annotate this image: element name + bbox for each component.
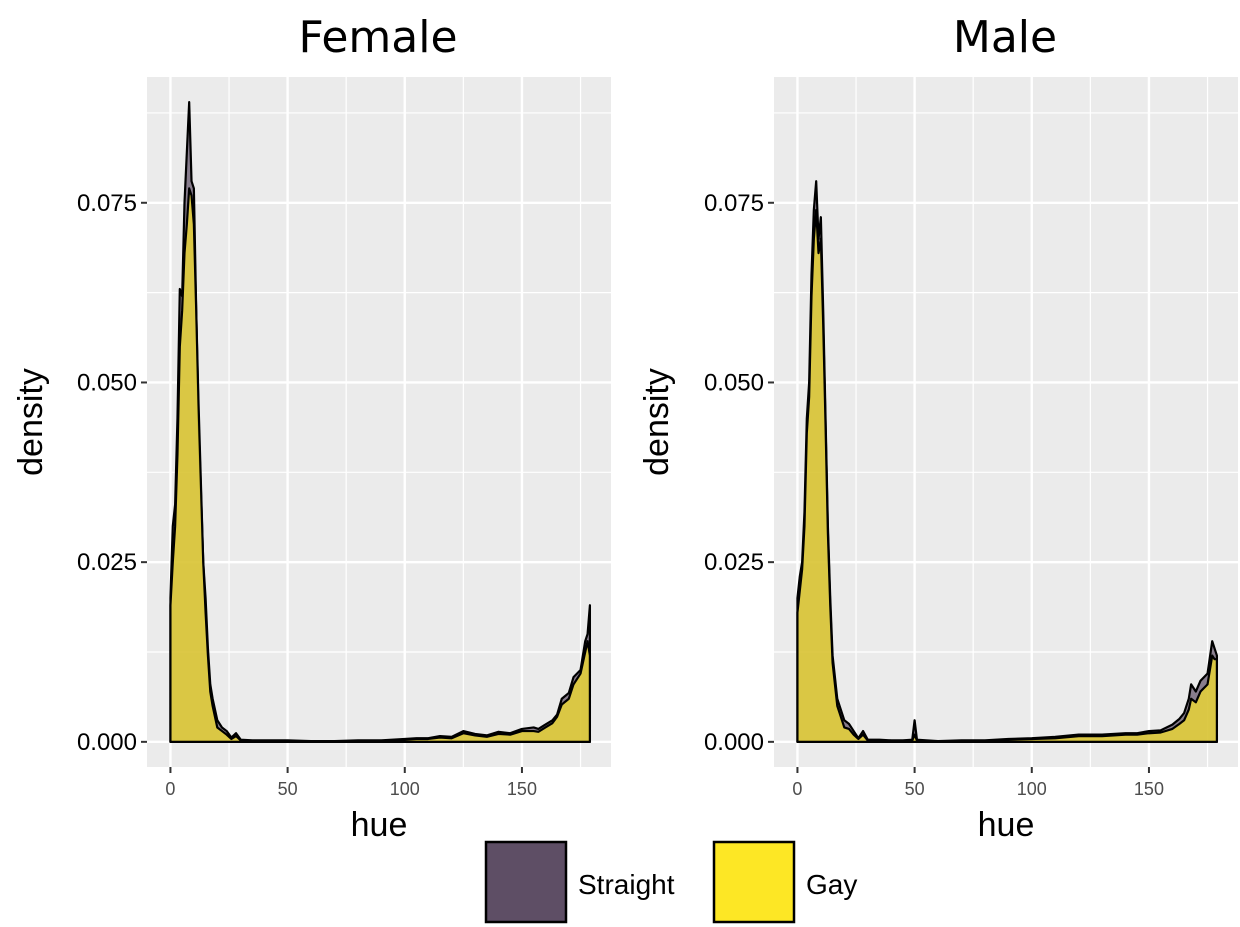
axes-female: 0.000 0.025 0.050 0.075 0 50 100 150 xyxy=(77,190,537,799)
facet-panel-male: Male 0.000 0.025 0.050 0.075 0 50 100 150 hue d… xyxy=(638,12,1238,844)
x-tick-label: 50 xyxy=(278,779,298,799)
y-tick-label: 0.000 xyxy=(77,729,137,756)
x-tick-label: 50 xyxy=(905,779,925,799)
density-area-gay xyxy=(796,208,1219,743)
x-tick-label: 0 xyxy=(792,779,802,799)
facet-title-female: Female xyxy=(298,12,457,63)
legend-key-straight xyxy=(484,840,568,924)
x-tick-label: 150 xyxy=(507,779,537,799)
x-axis-title-female: hue xyxy=(351,806,408,844)
legend-label-gay: Gay xyxy=(806,869,857,900)
facet-panel-female: Female 0.000 0.025 0.050 0.075 0 50 100 150 hue… xyxy=(12,12,611,844)
legend-key-gay xyxy=(712,840,796,924)
facet-title-male: Male xyxy=(953,12,1057,63)
y-tick-label: 0.075 xyxy=(77,190,137,217)
x-axis-title-male: hue xyxy=(978,806,1035,844)
density-areas-male xyxy=(796,180,1219,743)
density-areas-female xyxy=(169,101,592,743)
legend: Straight Gay xyxy=(484,840,857,924)
x-tick-label: 150 xyxy=(1134,779,1164,799)
y-tick-label: 0.050 xyxy=(77,369,137,396)
y-axis-title-female: density xyxy=(12,368,50,476)
panel-background-male xyxy=(774,77,1238,767)
density-area-gay xyxy=(169,187,592,743)
y-tick-label: 0.025 xyxy=(77,549,137,576)
y-tick-label: 0.025 xyxy=(704,549,764,576)
y-tick-label: 0.075 xyxy=(704,190,764,217)
x-tick-label: 100 xyxy=(1017,779,1047,799)
y-tick-label: 0.000 xyxy=(704,729,764,756)
y-axis-title-male: density xyxy=(638,368,676,476)
x-tick-label: 100 xyxy=(390,779,420,799)
panel-background-female xyxy=(147,77,611,767)
legend-label-straight: Straight xyxy=(578,869,675,900)
x-tick-label: 0 xyxy=(165,779,175,799)
y-tick-label: 0.050 xyxy=(704,369,764,396)
axes-male: 0.000 0.025 0.050 0.075 0 50 100 150 xyxy=(704,190,1164,799)
